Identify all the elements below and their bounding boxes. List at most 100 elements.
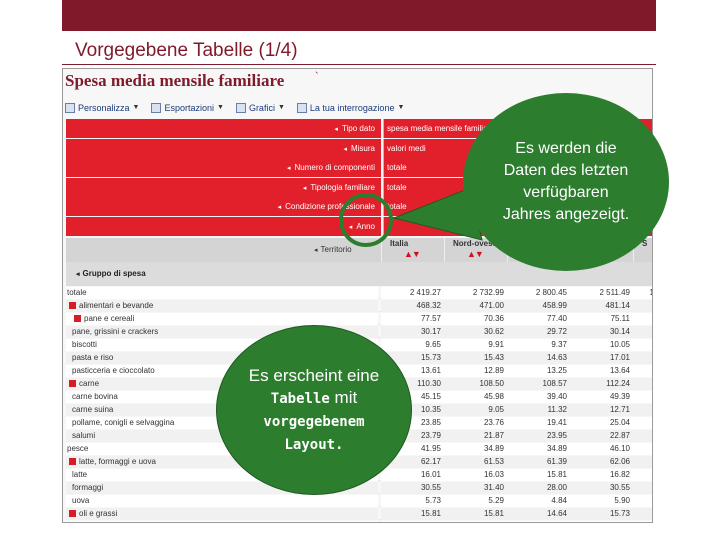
table-cell: 28.00 [507,482,570,494]
table-cell: 62.17 [381,456,444,468]
table-cell: 4.84 [507,495,570,507]
toolbar-button-label: Personalizza [78,102,130,113]
row-label[interactable]: alimentari e bevande [66,300,378,312]
table-cell: 15.73 [570,508,633,520]
filter-label[interactable]: ◂ Anno [66,216,381,236]
table-cell: 30.62 [444,326,507,338]
table-cell: 21.87 [444,430,507,442]
group-header-values [378,262,652,286]
table-cell: 11.91 [381,521,444,522]
table-cell: 2 800.45 [507,287,570,299]
filter-label[interactable]: ◂ Tipologia familiare [66,177,381,197]
sort-icon[interactable]: ▲▼ [404,249,421,259]
table-cell: 30.55 [381,482,444,494]
toolbar-button-0[interactable]: Personalizza ▼ [65,99,139,116]
collapse-marker-icon: ◂ [334,126,338,133]
title-divider [62,64,656,65]
filter-label[interactable]: ◂ Condizione professionale [66,197,381,216]
filter-label[interactable]: ◂ Numero di componenti [66,158,381,177]
table-cell: 34.89 [507,443,570,455]
table-cell: 458.99 [507,300,570,312]
table-cell: 15.81 [444,508,507,520]
sort-icon[interactable]: ▲▼ [467,249,484,259]
territory-label[interactable]: ◂ Territorio [314,245,352,254]
table-cell [633,326,652,338]
chevron-down-icon: ▼ [132,104,140,111]
table-cell: 15.81 [381,508,444,520]
table-cell: 108.50 [444,378,507,390]
expand-icon[interactable] [69,510,76,517]
table-cell: 2 511.49 [570,287,633,299]
table-cell: 30.17 [381,326,444,338]
table-cell [633,417,652,429]
toolbar-button-1[interactable]: Esportazioni ▼ [151,99,224,116]
table-row: alimentari e bevande 468.32 471.00 458.99 48… [66,300,652,312]
expand-icon[interactable] [74,315,81,322]
column-header[interactable]: Italia ▲▼ [381,238,444,262]
table-cell [633,313,652,325]
table-cell [633,508,652,520]
table-cell: 70.36 [444,313,507,325]
column-header[interactable]: Nord-ovest ▲▼ [444,238,507,262]
table-cell: 23.76 [444,417,507,429]
table-cell: 112.24 [570,378,633,390]
app-title-mark: ` [315,71,319,83]
group-header[interactable]: ◂ Gruppo di spesa [66,262,378,286]
table-row: oli e grassi 15.81 15.81 14.64 15.73 [66,508,652,520]
collapse-marker-icon: ◂ [314,247,318,254]
expand-icon[interactable] [69,458,76,465]
table-cell: 471.00 [444,300,507,312]
expand-icon[interactable] [69,380,76,387]
collapse-marker-icon: ◂ [348,223,353,231]
table-cell: 45.98 [444,391,507,403]
table-cell: 25.04 [570,417,633,429]
column-name: S [642,239,648,248]
table-cell: 9.91 [444,339,507,351]
table-cell [633,469,652,481]
toolbar-button-3[interactable]: La tua interrogazione ▼ [296,99,405,116]
toolbar-button-label: Grafici [248,102,275,113]
table-cell: 10.05 [570,339,633,351]
table-cell [633,404,652,416]
table-cell [633,365,652,377]
toolbar-button-2[interactable]: Grafici ▼ [235,99,285,116]
row-label[interactable]: oli e grassi [66,508,378,520]
table-cell: 29.72 [507,326,570,338]
slide-title: Vorgegebene Tabelle (1/4) [75,40,298,61]
collapse-marker-icon: ◂ [343,145,347,153]
table-row: olio di oliva11.9111.1410.2411.40 [66,521,652,522]
table-cell: 23.95 [507,430,570,442]
table-row: pane e cereali 77.57 70.36 77.40 75.11 [66,313,652,325]
table-cell: 2 419.27 [381,287,444,299]
collapse-marker-icon: ◂ [277,204,282,211]
filter-label[interactable]: ◂ Misura [66,138,381,158]
filter-label[interactable]: ◂ Tipo dato [66,119,381,138]
table-cell: 11.14 [444,521,507,522]
toolbar: Personalizza ▼ Esportazioni ▼ Grafici ▼ La tua… [65,99,416,116]
chevron-down-icon: ▼ [277,104,285,111]
column-header[interactable]: S▲▼ [633,238,652,262]
expand-icon[interactable] [69,302,76,309]
table-cell: 2 732.99 [444,287,507,299]
table-cell: 9.37 [507,339,570,351]
table-cell [633,378,652,390]
table-cell: 14.63 [507,352,570,364]
table-cell: 30.55 [570,482,633,494]
table-cell [633,443,652,455]
table-cell [633,352,652,364]
row-label: uova [66,495,378,507]
table-cell [633,521,652,522]
row-label[interactable]: pane e cereali [66,313,378,325]
table-cell: 22.87 [570,430,633,442]
customize-icon [65,102,75,113]
table-cell [633,495,652,507]
table-cell: 77.40 [507,313,570,325]
table-cell: 13.64 [570,365,633,377]
table-cell: 5.73 [381,495,444,507]
chevron-down-icon: ▼ [397,104,405,111]
toolbar-button-label: Esportazioni [164,102,214,113]
row-label: olio di oliva [66,521,378,522]
table-cell: 34.89 [444,443,507,455]
chart-icon [235,102,246,113]
row-label: totale [66,287,378,299]
